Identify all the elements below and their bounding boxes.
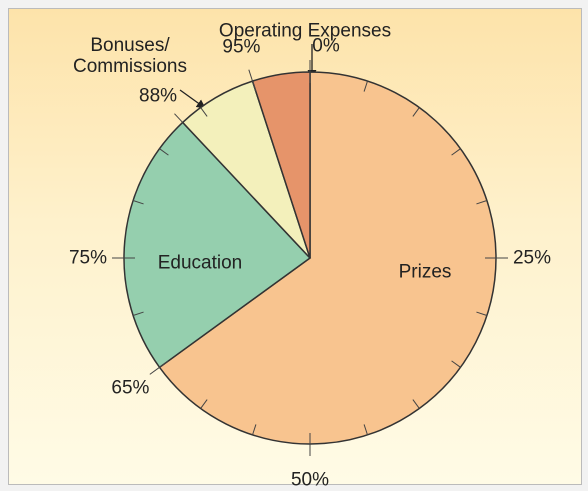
tick-mark (149, 366, 160, 375)
tick-mark (159, 148, 169, 156)
slice-label: Bonuses/ Commissions (72, 35, 188, 77)
slice-label: Prizes (398, 261, 452, 283)
slice-label: Operating Expenses (218, 20, 392, 42)
slice-label: Education (157, 252, 243, 274)
arrow (179, 89, 206, 109)
tick-mark (412, 399, 420, 409)
tick-mark (200, 107, 208, 117)
tick-mark (412, 107, 420, 117)
pie-slice (123, 121, 312, 369)
tick-label: 75% (68, 247, 108, 269)
tick-mark (363, 80, 368, 92)
tick-mark (174, 113, 184, 123)
tick-label: 88% (139, 85, 178, 107)
pie-slice (158, 71, 497, 445)
tick-mark (252, 80, 257, 92)
tick-mark (451, 360, 461, 368)
tick-mark (476, 200, 488, 205)
tick-mark (132, 311, 144, 316)
tick-label: 50% (290, 469, 330, 491)
tick-label: 0% (312, 35, 340, 57)
tick-mark (476, 311, 488, 316)
tick-label: 65% (111, 377, 150, 399)
tick-label: 25% (512, 247, 552, 269)
tick-label: 95% (222, 36, 261, 58)
tick-mark (159, 360, 169, 368)
tick-mark (248, 69, 253, 82)
tick-mark (451, 148, 461, 156)
tick-mark (200, 399, 208, 409)
tick-mark (363, 424, 368, 436)
tick-mark (132, 200, 144, 205)
tick-mark (252, 424, 257, 436)
